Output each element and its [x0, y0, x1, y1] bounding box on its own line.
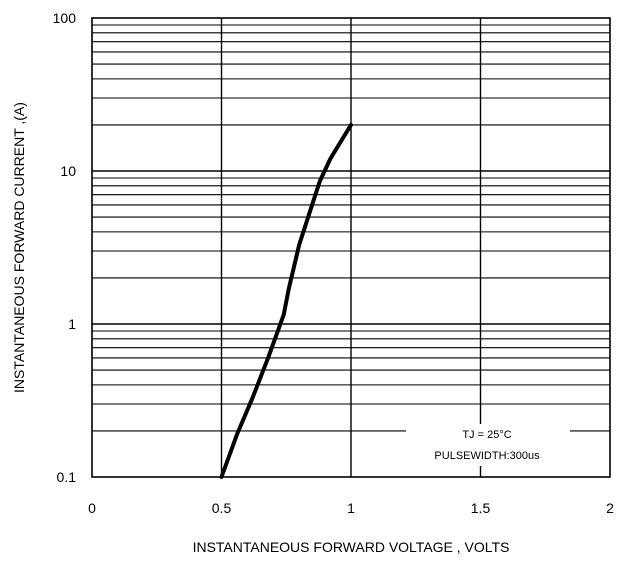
- annotation-box: TJ = 25°C PULSEWIDTH:300us: [406, 424, 570, 466]
- annotation-temperature: TJ = 25°C: [462, 429, 511, 441]
- y-tick-label: 0.1: [57, 469, 77, 485]
- y-axis-label: INSTANTANEOUS FORWARD CURRENT ,(A): [11, 102, 27, 393]
- x-tick-label: 1.5: [471, 500, 491, 516]
- x-tick-label: 1: [347, 500, 355, 516]
- tick-labels: 0 0.5 1 1.5 2 0.1 1 10 100: [53, 10, 614, 516]
- grid: [92, 18, 610, 477]
- y-tick-label: 1: [68, 316, 76, 332]
- forward-current-curve: [219, 122, 353, 479]
- y-tick-label: 100: [53, 10, 77, 26]
- plot-frame: [91, 17, 611, 478]
- y-tick-label: 10: [60, 163, 76, 179]
- x-tick-label: 2: [606, 500, 614, 516]
- annotation-pulsewidth: PULSEWIDTH:300us: [434, 450, 540, 462]
- x-axis-label: INSTANTANEOUS FORWARD VOLTAGE , VOLTS: [193, 539, 510, 555]
- annotation-background: [406, 424, 570, 466]
- x-tick-label: 0.5: [212, 500, 232, 516]
- x-tick-label: 0: [88, 500, 96, 516]
